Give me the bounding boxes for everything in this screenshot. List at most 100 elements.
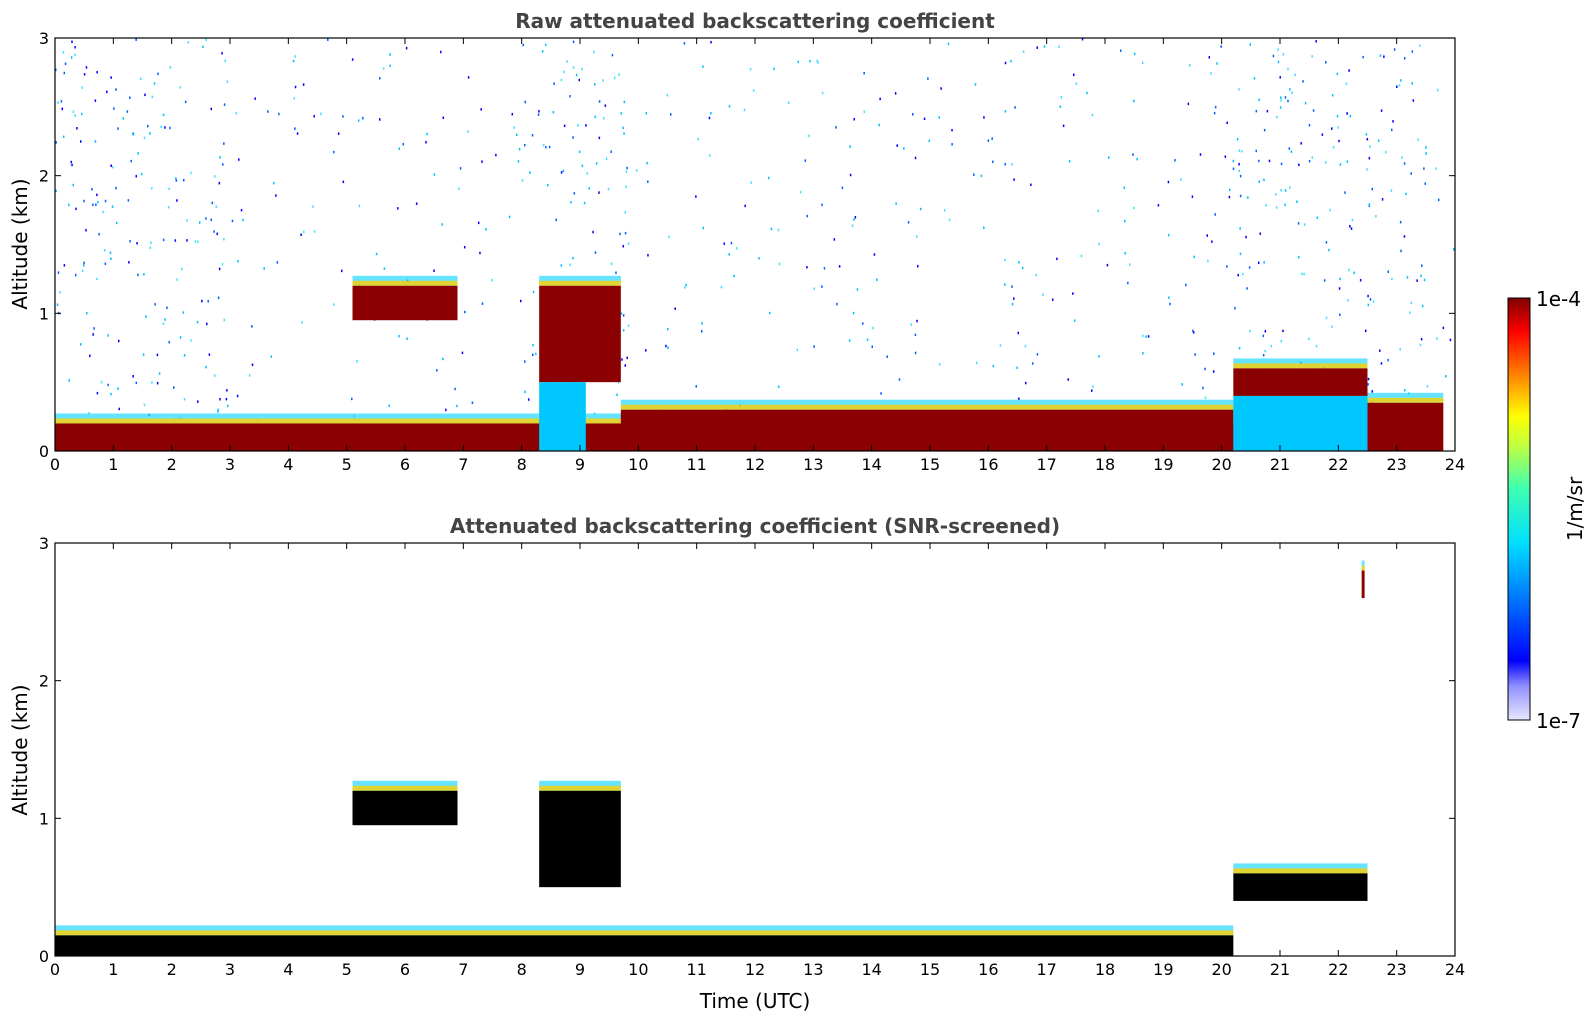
noise-speck [728,253,730,256]
noise-speck [143,403,146,407]
noise-speck [1353,271,1355,275]
noise-speck [1213,352,1215,355]
noise-speck [70,160,72,164]
noise-speck [666,93,669,97]
noise-speck [586,172,588,175]
noise-speck [1348,268,1350,272]
noise-speck [481,302,484,305]
noise-speck [219,156,221,159]
noise-speck [210,107,213,111]
noise-speck [1199,153,1202,156]
noise-speck [1367,294,1369,298]
noise-speck [176,278,178,281]
noise-speck [303,230,305,234]
noise-speck [471,401,474,405]
noise-speck [72,110,75,114]
noise-speck [197,240,199,244]
noise-speck [85,228,87,232]
noise-speck [1124,219,1126,223]
noise-speck [1398,84,1401,87]
noise-speck [1016,366,1018,370]
noise-speck [292,59,295,63]
noise-speck [618,73,620,76]
noise-speck [1323,279,1326,282]
noise-speck [973,173,975,176]
noise-speck [1258,159,1260,163]
noise-speck [1067,378,1070,381]
noise-speck [142,353,145,356]
noise-speck [186,219,188,222]
noise-speck [1416,279,1418,282]
noise-speck [646,161,648,165]
noise-speck [97,200,99,204]
noise-speck [1423,167,1425,170]
noise-speck [1412,99,1415,102]
noise-speck [610,150,612,153]
noise-speck [821,91,824,95]
noise-speck [175,177,177,180]
noise-speck [531,353,534,357]
noise-speck [566,60,568,63]
noise-speck [524,390,526,394]
noise-speck [301,321,303,324]
noise-speck [1157,204,1160,207]
noise-speck [251,325,253,328]
noise-speck [1403,162,1406,165]
noise-speck [1390,189,1393,192]
noise-speck [619,232,621,236]
noise-speck [821,203,823,207]
noise-speck [205,38,208,42]
noise-speck [1004,283,1006,286]
noise-speck [115,88,117,91]
noise-speck [1289,186,1291,189]
noise-speck [206,322,208,326]
noise-speck [610,262,613,266]
noise-speck [169,66,172,69]
noise-speck [1036,46,1039,49]
noise-speck [992,160,994,164]
noise-speck [1187,102,1190,106]
noise-speck [216,232,218,236]
feature-fringe [55,930,1234,936]
noise-speck [1021,266,1024,270]
noise-speck [625,170,628,173]
x-tick-label: 22 [1328,960,1348,979]
noise-speck [645,349,647,352]
y-tick-label: 0 [39,442,49,461]
noise-speck [1284,203,1286,207]
noise-speck [129,96,131,99]
noise-speck [542,143,545,147]
x-tick-label: 16 [978,455,998,474]
noise-speck [117,339,120,343]
noise-speck [1282,329,1284,333]
noise-speck [813,287,816,290]
noise-speck [115,186,117,190]
noise-speck [64,62,67,65]
noise-speck [397,207,399,210]
panel1-y-ticks: 0 1 2 3 [39,29,1455,461]
noise-speck [838,265,841,268]
noise-speck [218,181,221,185]
noise-speck [223,318,226,322]
noise-speck [1255,109,1258,113]
noise-speck [983,226,985,230]
noise-speck [1399,220,1402,224]
noise-speck [1062,124,1065,128]
noise-speck [816,59,818,63]
noise-speck [202,45,204,49]
x-tick-label: 1 [108,960,118,979]
noise-speck [96,391,99,395]
noise-speck [1287,67,1289,71]
noise-speck [1436,88,1439,92]
noise-speck [333,303,335,306]
noise-speck [548,145,551,149]
noise-speck [821,285,823,288]
noise-speck [110,392,112,396]
colorbar: 1e-4 1e-7 1/m/sr [1507,287,1587,733]
noise-speck [1207,259,1209,263]
noise-speck [1241,149,1243,153]
noise-speck [531,133,534,137]
noise-speck [569,263,571,266]
noise-speck [1228,195,1231,199]
